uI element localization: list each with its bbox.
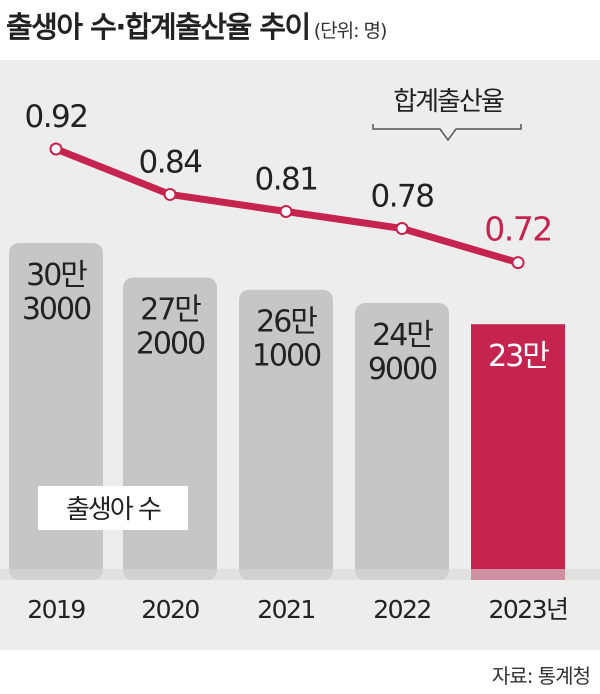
- bar-legend-label: 출생아 수: [66, 495, 161, 525]
- x-tick-label-2: 2021: [257, 595, 315, 624]
- bar-4: [471, 324, 565, 580]
- bar-value-label-2-0: 26만: [256, 305, 317, 340]
- rate-value-label-0: 0.92: [24, 99, 87, 135]
- bar-value-label-3-1: 9000: [368, 352, 437, 387]
- x-tick-label-4: 2023년: [488, 595, 567, 624]
- rate-value-label-1: 0.84: [138, 144, 201, 180]
- x-tick-label-3: 2022: [373, 595, 431, 624]
- bar-3: [355, 303, 449, 580]
- bar-value-label-4-0: 23만: [488, 339, 549, 374]
- source-label: 자료: 통계청: [491, 664, 591, 688]
- rate-point-2: [279, 204, 293, 218]
- baseline-shadow: [0, 569, 600, 580]
- bar-value-label-2-1: 1000: [252, 339, 321, 374]
- rate-point-1: [163, 187, 177, 201]
- rate-point-4: [511, 256, 525, 270]
- bar-value-label-0-1: 3000: [22, 292, 91, 327]
- rate-value-label-2: 0.81: [254, 161, 317, 197]
- bar-value-label-1-0: 27만: [140, 292, 201, 327]
- bar-2: [239, 289, 333, 580]
- bar-value-label-0-0: 30만: [26, 258, 87, 293]
- rate-value-label-4: 0.72: [484, 210, 551, 249]
- rate-point-0: [49, 142, 63, 156]
- rate-value-label-3: 0.78: [370, 179, 433, 215]
- line-legend-bracket: [372, 124, 522, 142]
- rate-point-3: [395, 222, 409, 236]
- x-tick-label-1: 2020: [141, 595, 199, 624]
- bar-legend-box: [38, 486, 188, 530]
- bar-value-label-1-1: 2000: [136, 326, 205, 361]
- chart-title: 출생아 수·합계출산율 추이: [6, 10, 311, 44]
- x-tick-label-0: 2019: [27, 595, 85, 624]
- title-block: 출생아 수·합계출산율 추이 (단위: 명): [6, 4, 388, 46]
- line-legend-label: 합계출산율: [393, 87, 504, 117]
- bar-value-label-3-0: 24만: [372, 318, 433, 353]
- unit-label: (단위: 명): [313, 20, 388, 42]
